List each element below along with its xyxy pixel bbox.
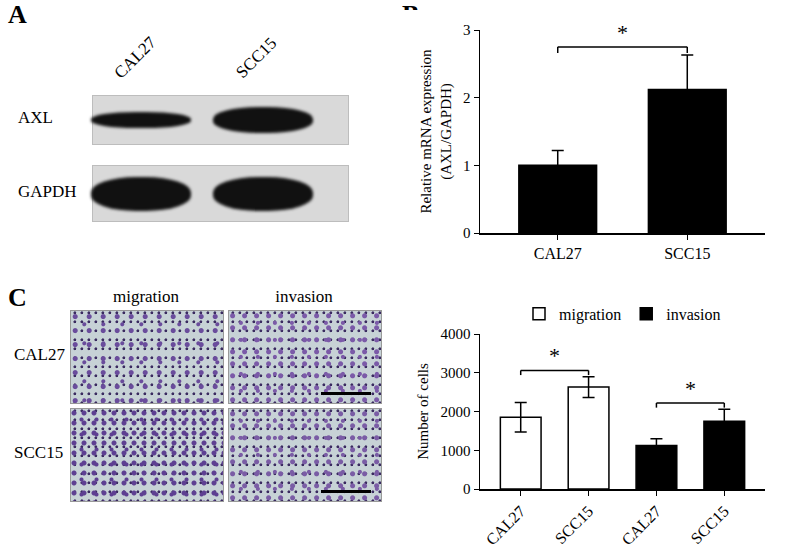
svg-text:1: 1 [463, 158, 471, 174]
svg-text:2000: 2000 [441, 404, 471, 420]
html-text:GAPDH: GAPDH [18, 181, 77, 201]
svg-text:invasion: invasion [666, 306, 720, 323]
html-text:SCC15: SCC15 [14, 443, 64, 462]
svg-text:1000: 1000 [441, 443, 471, 459]
html-text:SCC15: SCC15 [232, 33, 281, 82]
svg-text:Relative mRNA expression(AXL/G: Relative mRNA expression(AXL/GAPDH) [418, 49, 455, 214]
html-text:CAL27: CAL27 [14, 345, 65, 364]
html-text:A: A [8, 0, 27, 29]
svg-text:CAL27: CAL27 [483, 502, 529, 548]
svg-text:4000: 4000 [441, 326, 471, 342]
svg-text:3: 3 [463, 22, 471, 38]
svg-text:*: * [549, 343, 560, 368]
html-text:migration: migration [112, 287, 179, 306]
svg-text:0: 0 [463, 481, 471, 497]
svg-text:SCC15: SCC15 [664, 245, 710, 262]
svg-text:2: 2 [463, 90, 471, 106]
svg-text:SCC15: SCC15 [687, 502, 732, 547]
svg-text:*: * [617, 20, 628, 45]
svg-text:migration: migration [559, 306, 621, 324]
html-text:AXL: AXL [18, 108, 53, 127]
svg-text:Number of cells: Number of cells [415, 363, 431, 460]
html-text:invasion: invasion [275, 287, 333, 306]
svg-text:SCC15: SCC15 [552, 502, 597, 547]
svg-text:3000: 3000 [441, 365, 471, 381]
html-text:B: B [402, 0, 420, 29]
svg-text:CAL27: CAL27 [618, 502, 664, 548]
svg-text:*: * [685, 376, 696, 401]
svg-text:CAL27: CAL27 [534, 245, 582, 262]
html-text:CAL27: CAL27 [110, 32, 160, 83]
svg-text:0: 0 [463, 225, 471, 241]
html-text:C: C [8, 283, 27, 312]
